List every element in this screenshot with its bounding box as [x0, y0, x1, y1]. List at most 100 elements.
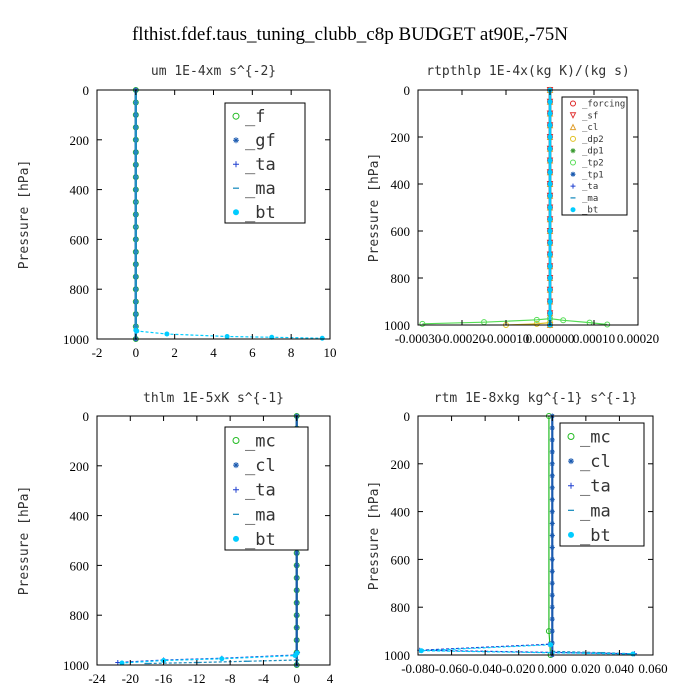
- data-point: [549, 437, 555, 443]
- series-bt: [119, 650, 300, 666]
- series-line: [421, 644, 633, 655]
- y-tick-label: 400: [70, 183, 90, 198]
- data-point: [549, 604, 555, 610]
- y-tick-label: 800: [391, 271, 411, 286]
- y-tick-label: 1000: [384, 318, 410, 333]
- legend: _mc _cl _ta _ma _bt: [559, 422, 645, 547]
- series-ma: [133, 89, 139, 340]
- x-tick-label: 0: [133, 345, 140, 360]
- x-tick-label: 0.000: [538, 661, 567, 676]
- y-axis-label: Pressure [hPa]: [17, 160, 32, 270]
- y-tick-label: 600: [391, 224, 411, 239]
- legend-marker: [569, 123, 577, 131]
- data-point: [549, 461, 555, 467]
- chart-3: thlm 1E-5xK s^{-1} Pressure [hPa] -24 -20 -1…: [17, 391, 334, 686]
- data-point: [549, 628, 555, 634]
- data-point: [549, 473, 555, 479]
- legend-label: _ta: [245, 481, 276, 501]
- data-point: [418, 648, 424, 654]
- y-tick-label: 600: [70, 232, 90, 247]
- data-point: [547, 205, 553, 210]
- x-tick-label: 2: [171, 345, 178, 360]
- x-tick-label: -0.060: [435, 661, 469, 676]
- data-point: [630, 651, 636, 657]
- data-point: [134, 328, 140, 334]
- series-bt: [547, 87, 553, 328]
- data-point: [549, 544, 555, 550]
- x-tick-label: -0.040: [468, 661, 502, 676]
- legend-marker: [232, 112, 240, 120]
- chart-1: um 1E-4xm s^{-2}Pressure [hPa]-2 0 2 4 6 8 100…: [17, 64, 337, 360]
- y-tick-label: 200: [70, 459, 90, 474]
- data-point: [547, 310, 553, 316]
- data-point: [547, 240, 553, 246]
- y-tick-label: 200: [70, 133, 90, 148]
- data-point: [549, 509, 555, 515]
- y-tick-label: 200: [391, 457, 411, 472]
- legend-marker: [568, 531, 574, 538]
- legend-label: _bt: [582, 206, 598, 216]
- legend-marker: [570, 135, 576, 142]
- x-tick-label: 10: [324, 345, 337, 360]
- legend-marker: [569, 112, 577, 119]
- legend-label: _ma: [582, 194, 598, 204]
- legend-label: _ta: [245, 155, 276, 175]
- legend-marker: [570, 148, 576, 154]
- legend-marker: [233, 462, 239, 469]
- y-tick-label: 1000: [63, 332, 89, 347]
- figure-title: flthist.fdef.taus_tuning_clubb_c8p BUDGE…: [132, 24, 568, 45]
- data-point: [547, 111, 553, 116]
- y-axis-label: Pressure [hPa]: [17, 486, 32, 596]
- data-point: [547, 275, 553, 281]
- legend-label: _ma: [580, 501, 611, 521]
- chart-2: rtpthlp 1E-4x(kg K)/(kg s) Pressure [hPa]…: [367, 64, 659, 346]
- legend-label: _gf: [245, 131, 276, 151]
- data-point: [547, 252, 553, 257]
- data-point: [547, 263, 553, 269]
- legend-marker: [570, 100, 576, 107]
- legend-marker: [233, 161, 239, 168]
- legend-box: [559, 422, 645, 547]
- data-point: [115, 660, 121, 666]
- legend-label: _bt: [580, 526, 611, 546]
- legend-marker: [570, 207, 576, 213]
- y-tick-label: 600: [70, 558, 90, 573]
- data-point: [119, 660, 125, 666]
- legend-marker: [570, 159, 576, 166]
- legend-box: [224, 102, 306, 224]
- x-tick-label: 0.00010: [573, 331, 615, 346]
- data-point: [419, 320, 426, 327]
- legend-label: _cl: [580, 452, 611, 472]
- x-tick-label: 4: [327, 671, 334, 686]
- data-point: [533, 320, 540, 327]
- data-point: [549, 521, 555, 527]
- y-tick-label: 400: [391, 505, 411, 520]
- data-point: [549, 449, 555, 455]
- chart-title: thlm 1E-5xK s^{-1}: [143, 391, 284, 406]
- legend-marker: [233, 535, 239, 542]
- data-point: [549, 497, 555, 503]
- data-point: [549, 556, 555, 562]
- legend-label: _mc: [245, 432, 276, 452]
- x-tick-label: -0.020: [502, 661, 536, 676]
- data-point: [549, 568, 555, 574]
- x-tick-label: -0.080: [401, 661, 435, 676]
- data-point: [549, 580, 555, 586]
- legend-label: _f: [245, 107, 265, 127]
- legend-label: _tp1: [582, 170, 604, 180]
- data-point: [549, 485, 555, 491]
- y-tick-label: 800: [70, 608, 90, 623]
- legend-box: [224, 426, 309, 551]
- legend-label: _dp1: [582, 147, 604, 157]
- data-point: [547, 181, 553, 187]
- legend-marker: [232, 437, 240, 445]
- data-point: [560, 317, 567, 324]
- legend-label: _ta: [582, 182, 598, 192]
- y-axis-label: Pressure [hPa]: [367, 481, 382, 591]
- x-tick-label: 0.00020: [617, 331, 659, 346]
- x-tick-label: -20: [122, 671, 139, 686]
- legend-label: _bt: [245, 203, 276, 223]
- legend-label: _cl: [245, 456, 276, 476]
- y-tick-label: 0: [404, 409, 411, 424]
- data-point: [547, 122, 553, 128]
